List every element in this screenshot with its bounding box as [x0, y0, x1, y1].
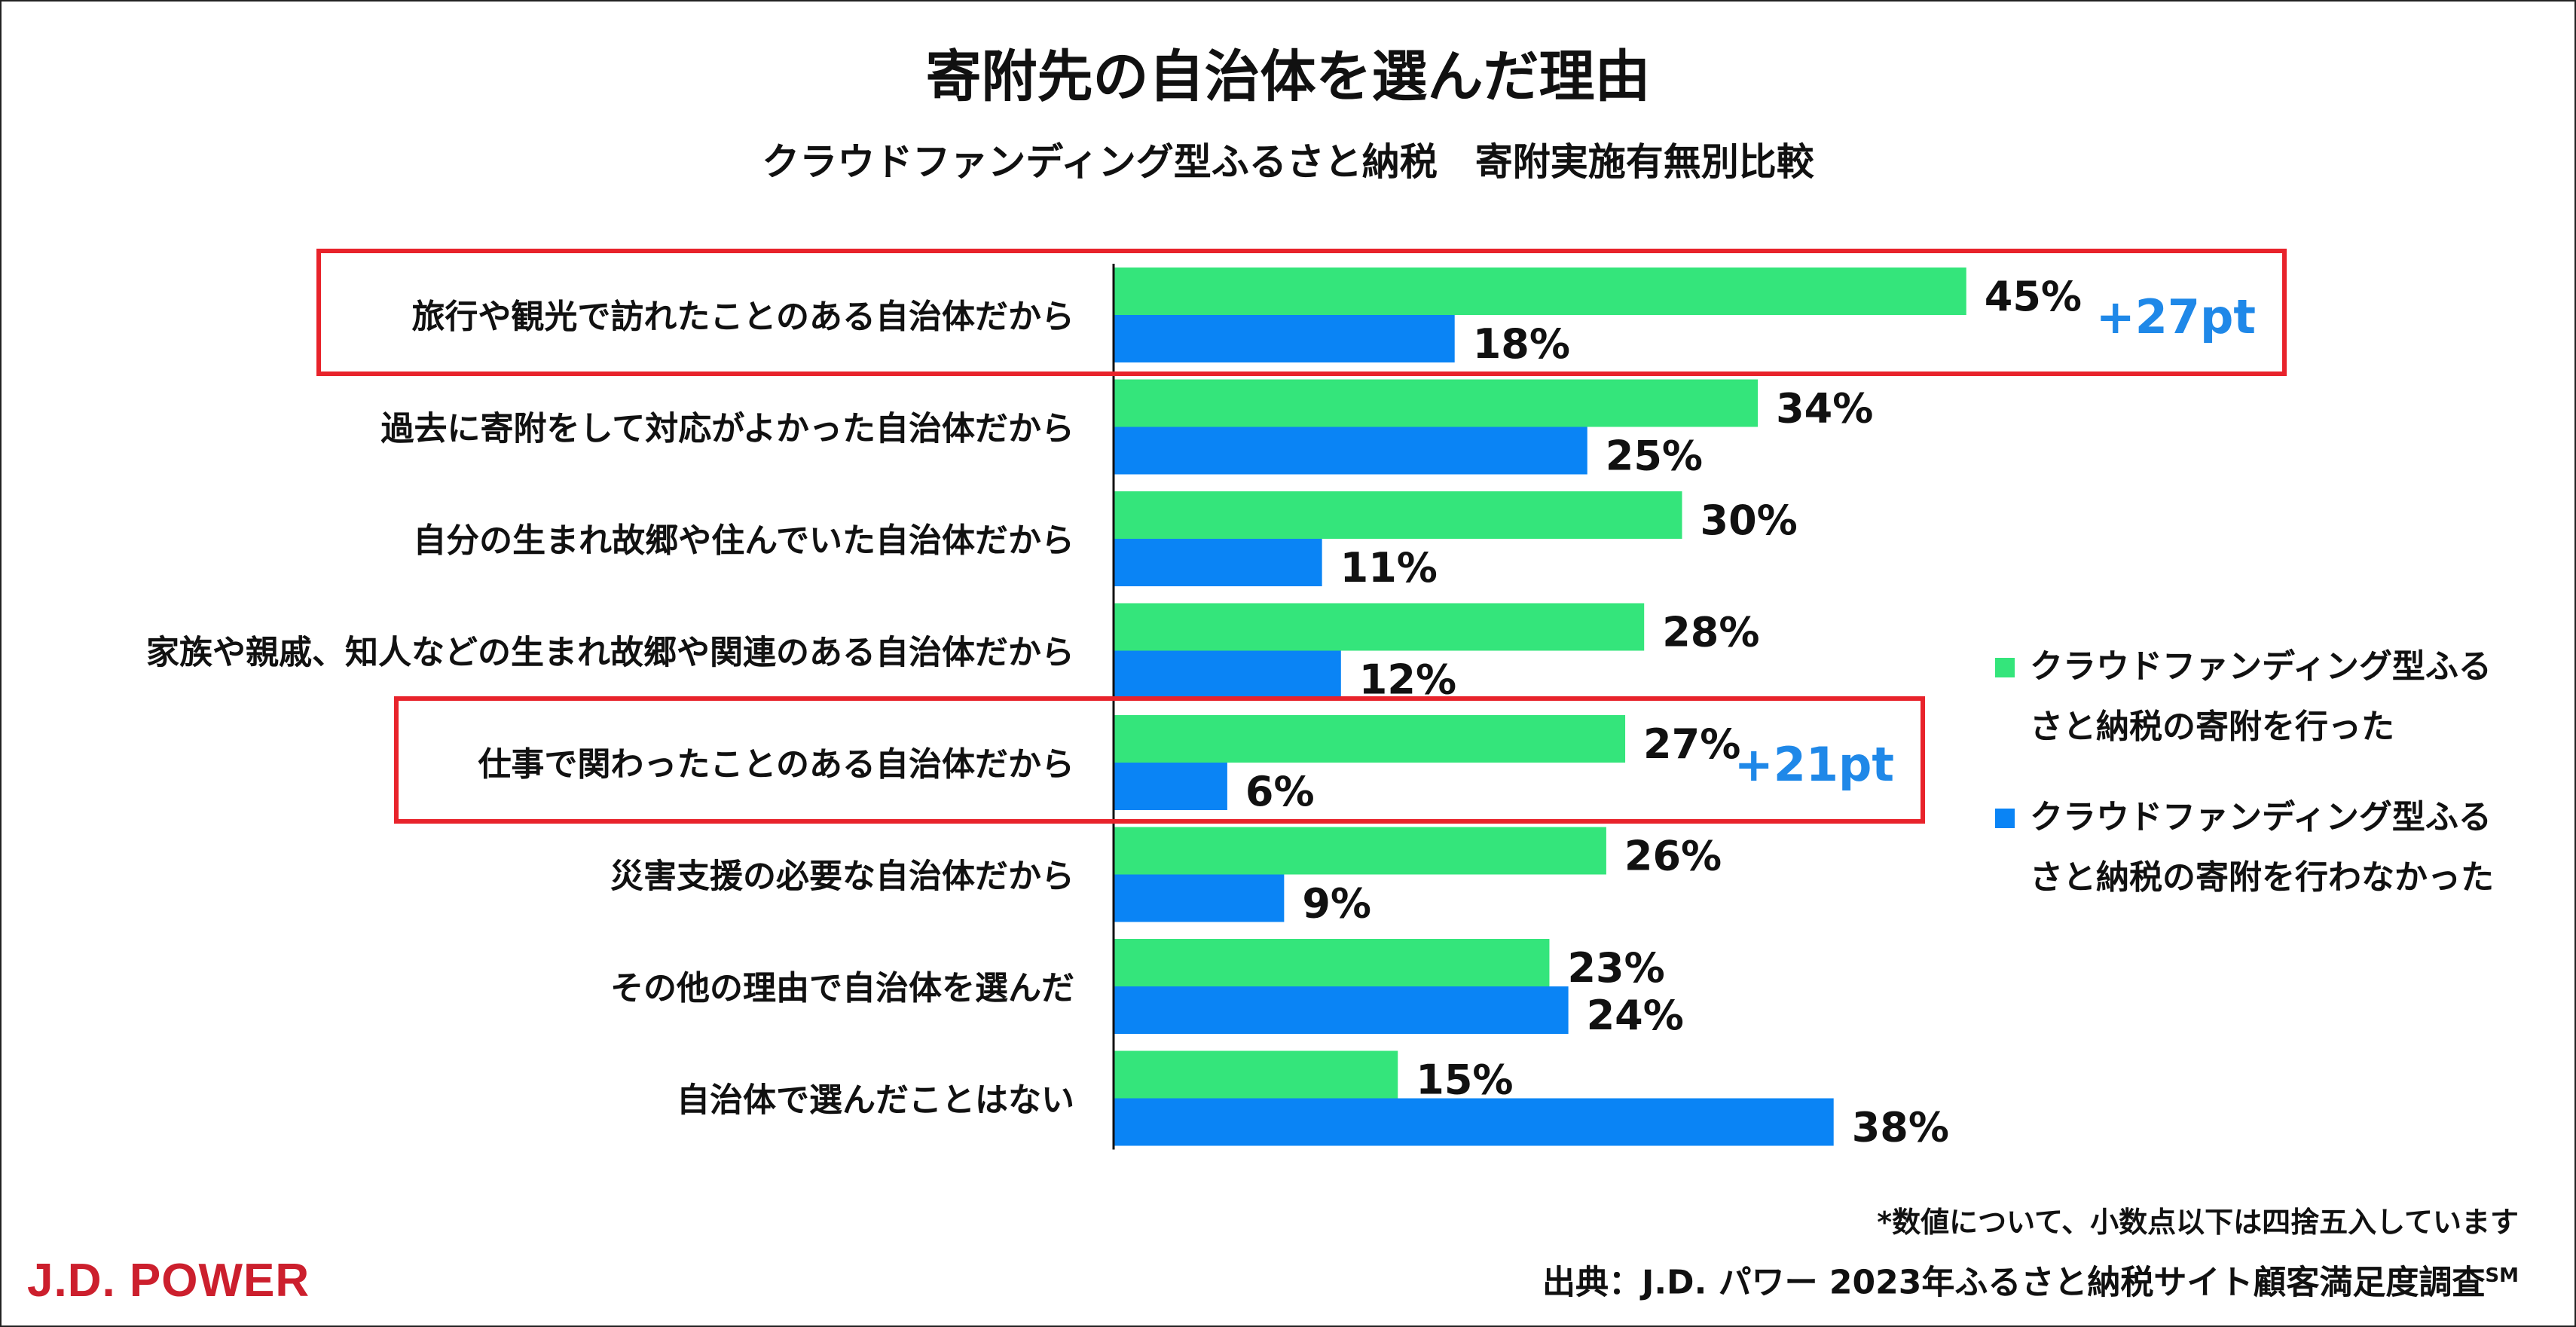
data-label: 28% [1662, 609, 1759, 656]
category-label: 過去に寄附をして対応がよかった自治体だから [381, 410, 1074, 448]
bar-donated [1114, 268, 1966, 315]
highlight-box [394, 696, 1925, 824]
jd-power-logo: J.D. POWER [27, 1255, 310, 1307]
data-label: 25% [1606, 433, 1703, 480]
bar-not-donated [1114, 1098, 1834, 1146]
data-label: 23% [1567, 944, 1664, 992]
data-label: 34% [1776, 385, 1873, 433]
bar-not-donated [1114, 874, 1285, 922]
category-label: その他の理由で自治体を選んだ [610, 969, 1074, 1007]
bar-donated [1114, 939, 1550, 986]
legend-label-not-donated-line1: クラウドファンディング型ふる [2030, 798, 2492, 836]
legend-swatch-not-donated [1995, 809, 2015, 828]
category-label: 自治体で選んだことはない [677, 1081, 1074, 1120]
data-label: 18% [1473, 320, 1570, 368]
data-label: 45% [1985, 273, 2082, 320]
bar-donated [1114, 491, 1682, 539]
source-credit: 出典：J.D. パワー 2023年ふるさと納税サイト顧客満足度調査SM [1542, 1252, 2519, 1307]
data-label: 12% [1359, 656, 1456, 704]
data-label: 6% [1245, 768, 1315, 815]
highlight-box [316, 249, 2287, 376]
difference-label: +27pt [2096, 289, 2256, 344]
category-label: 災害支援の必要な自治体だから [610, 858, 1074, 896]
category-label: 旅行や観光で訪れたことのある自治体だから [411, 298, 1074, 336]
bar-not-donated [1114, 427, 1587, 475]
data-label: 11% [1340, 544, 1438, 592]
bar-donated [1114, 715, 1626, 763]
bar-not-donated [1114, 763, 1227, 810]
difference-label: +21pt [1734, 737, 1894, 792]
data-label: 24% [1587, 992, 1684, 1039]
data-label: 30% [1701, 497, 1798, 544]
bar-donated [1114, 827, 1606, 875]
legend-item-donated: クラウドファンディング型ふる さと納税の寄附を行った [1995, 637, 2538, 757]
bar-donated [1114, 603, 1645, 651]
service-mark: SM [2485, 1264, 2519, 1287]
legend-swatch-donated [1995, 658, 2015, 677]
data-label: 9% [1302, 880, 1371, 928]
legend-label-donated-line1: クラウドファンディング型ふる [2030, 647, 2492, 686]
legend-label-not-donated-line2: さと納税の寄附を行わなかった [2030, 858, 2494, 897]
data-label: 38% [1852, 1104, 1949, 1151]
chart-title: 寄附先の自治体を選んだ理由 [925, 44, 1651, 109]
legend-label-donated-line2: さと納税の寄附を行った [2030, 708, 2394, 746]
bar-not-donated [1114, 539, 1322, 586]
data-label: 26% [1624, 833, 1722, 880]
bar-donated [1114, 379, 1759, 427]
rounding-footnote: *数値について、小数点以下は四捨五入しています [1877, 1206, 2519, 1239]
bar-donated [1114, 1050, 1398, 1099]
category-label: 家族や親戚、知人などの生まれ故郷や関連のある自治体だから [146, 634, 1074, 672]
bar-not-donated [1114, 986, 1569, 1034]
source-text: 出典：J.D. パワー 2023年ふるさと納税サイト顧客満足度調査 [1542, 1263, 2486, 1302]
chart-legend: クラウドファンディング型ふる さと納税の寄附を行った クラウドファンディング型ふ… [1995, 637, 2538, 938]
bar-not-donated [1114, 315, 1455, 362]
legend-item-not-donated: クラウドファンディング型ふる さと納税の寄附を行わなかった [1995, 787, 2538, 908]
category-label: 仕事で関わったことのある自治体だから [478, 745, 1074, 784]
chart-subtitle: クラウドファンディング型ふるさと納税 寄附実施有無別比較 [762, 140, 1814, 184]
category-label: 自分の生まれ故郷や住んでいた自治体だから [413, 521, 1074, 560]
bar-not-donated [1114, 650, 1341, 699]
data-label: 27% [1643, 720, 1740, 768]
data-label: 15% [1416, 1056, 1513, 1104]
